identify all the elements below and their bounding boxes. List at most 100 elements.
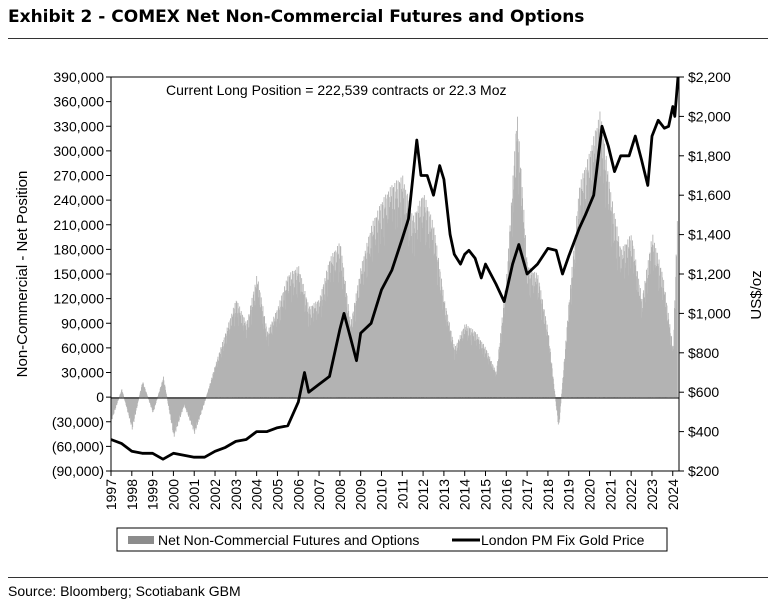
net-position-bar [403, 184, 405, 398]
net-position-bar [349, 316, 351, 398]
net-position-bar [336, 262, 338, 398]
net-position-bar [540, 298, 542, 398]
net-position-bar [300, 291, 302, 398]
net-position-bar [125, 397, 126, 403]
net-position-bar [396, 180, 397, 398]
net-position-bar [241, 323, 243, 398]
net-position-bar [160, 385, 162, 398]
net-position-bar [145, 391, 147, 398]
net-position-bar [656, 252, 658, 398]
left-tick-label: 30,000 [61, 365, 104, 381]
net-position-bar [556, 397, 558, 410]
net-position-bar [453, 347, 454, 398]
net-position-bar [243, 317, 245, 398]
net-position-bar [318, 302, 320, 398]
x-tick-label: 2024 [665, 479, 681, 510]
net-position-bar [473, 332, 475, 398]
net-position-bar [450, 330, 451, 398]
net-position-bar [442, 289, 444, 398]
net-position-bar [661, 277, 663, 398]
x-tick-label: 2009 [353, 479, 369, 510]
net-position-bar [367, 246, 369, 398]
net-position-bar [504, 290, 506, 398]
net-position-bar [135, 397, 136, 415]
net-position-bar [525, 235, 526, 398]
net-position-bar [488, 359, 490, 398]
net-position-bar [411, 213, 413, 398]
net-position-bar [388, 191, 389, 398]
left-tick-label: 240,000 [53, 192, 104, 208]
net-position-bar [623, 258, 625, 398]
net-position-bar [251, 297, 253, 398]
net-position-bar [494, 370, 496, 398]
net-position-bar [383, 218, 384, 398]
title-divider [8, 38, 768, 39]
net-position-bar [522, 237, 524, 398]
left-tick-label: 330,000 [53, 118, 104, 134]
net-position-bar [434, 235, 436, 398]
net-position-bar [401, 228, 403, 398]
x-tick-label: 2003 [228, 479, 244, 510]
net-position-bar [267, 331, 268, 398]
net-position-bar [329, 261, 330, 398]
x-tick-label: 2007 [311, 479, 327, 510]
net-position-bar [222, 351, 224, 398]
net-position-bar [326, 279, 328, 398]
net-position-bar [537, 293, 539, 398]
net-position-bar [292, 295, 294, 398]
net-position-bar [507, 291, 508, 398]
net-position-bar [254, 300, 255, 398]
right-tick-label: $2,200 [688, 69, 731, 85]
net-position-bar [357, 285, 359, 398]
net-position-bar [610, 192, 612, 398]
x-tick-label: 2012 [415, 479, 431, 510]
net-position-bar [261, 323, 263, 398]
net-position-bar [566, 327, 568, 398]
net-position-bar [560, 397, 562, 404]
net-position-bar [303, 294, 305, 398]
net-position-bar [313, 303, 315, 398]
net-position-bar [344, 283, 346, 398]
net-position-bar [130, 397, 131, 423]
net-position-bar [612, 242, 614, 398]
net-position-bar [168, 397, 170, 410]
right-tick-label: $1,200 [688, 266, 731, 282]
net-position-bar [380, 204, 382, 398]
net-position-bar [132, 397, 134, 421]
net-position-bar [419, 200, 421, 398]
net-position-bar [496, 365, 498, 398]
x-tick-label: 1999 [145, 479, 161, 510]
right-tick-label: $1,800 [688, 148, 731, 164]
net-position-bar [127, 397, 129, 413]
net-position-bar [200, 397, 201, 415]
net-position-bar [515, 177, 516, 398]
x-tick-label: 2017 [519, 479, 535, 510]
net-position-bar [592, 192, 594, 398]
left-tick-label: 390,000 [53, 69, 104, 85]
net-position-bar [631, 256, 632, 398]
net-position-bar [352, 313, 354, 398]
net-position-bar [530, 297, 532, 398]
net-position-bar [334, 251, 335, 398]
net-position-bar [153, 397, 155, 411]
net-position-bar [654, 265, 656, 398]
net-position-bar [554, 390, 556, 398]
net-position-bar [527, 267, 529, 398]
net-position-bar [246, 338, 248, 398]
net-position-bar [602, 134, 604, 398]
net-position-bar [574, 259, 575, 398]
legend-label-line: London PM Fix Gold Price [481, 532, 645, 548]
net-position-bar [166, 396, 168, 398]
net-position-bar [282, 293, 284, 398]
x-tick-label: 2022 [623, 479, 639, 510]
net-position-bar [475, 345, 477, 398]
net-position-bar [437, 285, 439, 398]
net-position-bar [187, 397, 188, 411]
net-position-bar [618, 236, 620, 398]
net-position-bar [398, 214, 400, 398]
net-position-bar [672, 345, 674, 398]
net-position-bar [579, 187, 581, 398]
net-position-bar [501, 317, 503, 398]
net-position-bar [140, 390, 142, 398]
net-position-bar [163, 385, 165, 398]
